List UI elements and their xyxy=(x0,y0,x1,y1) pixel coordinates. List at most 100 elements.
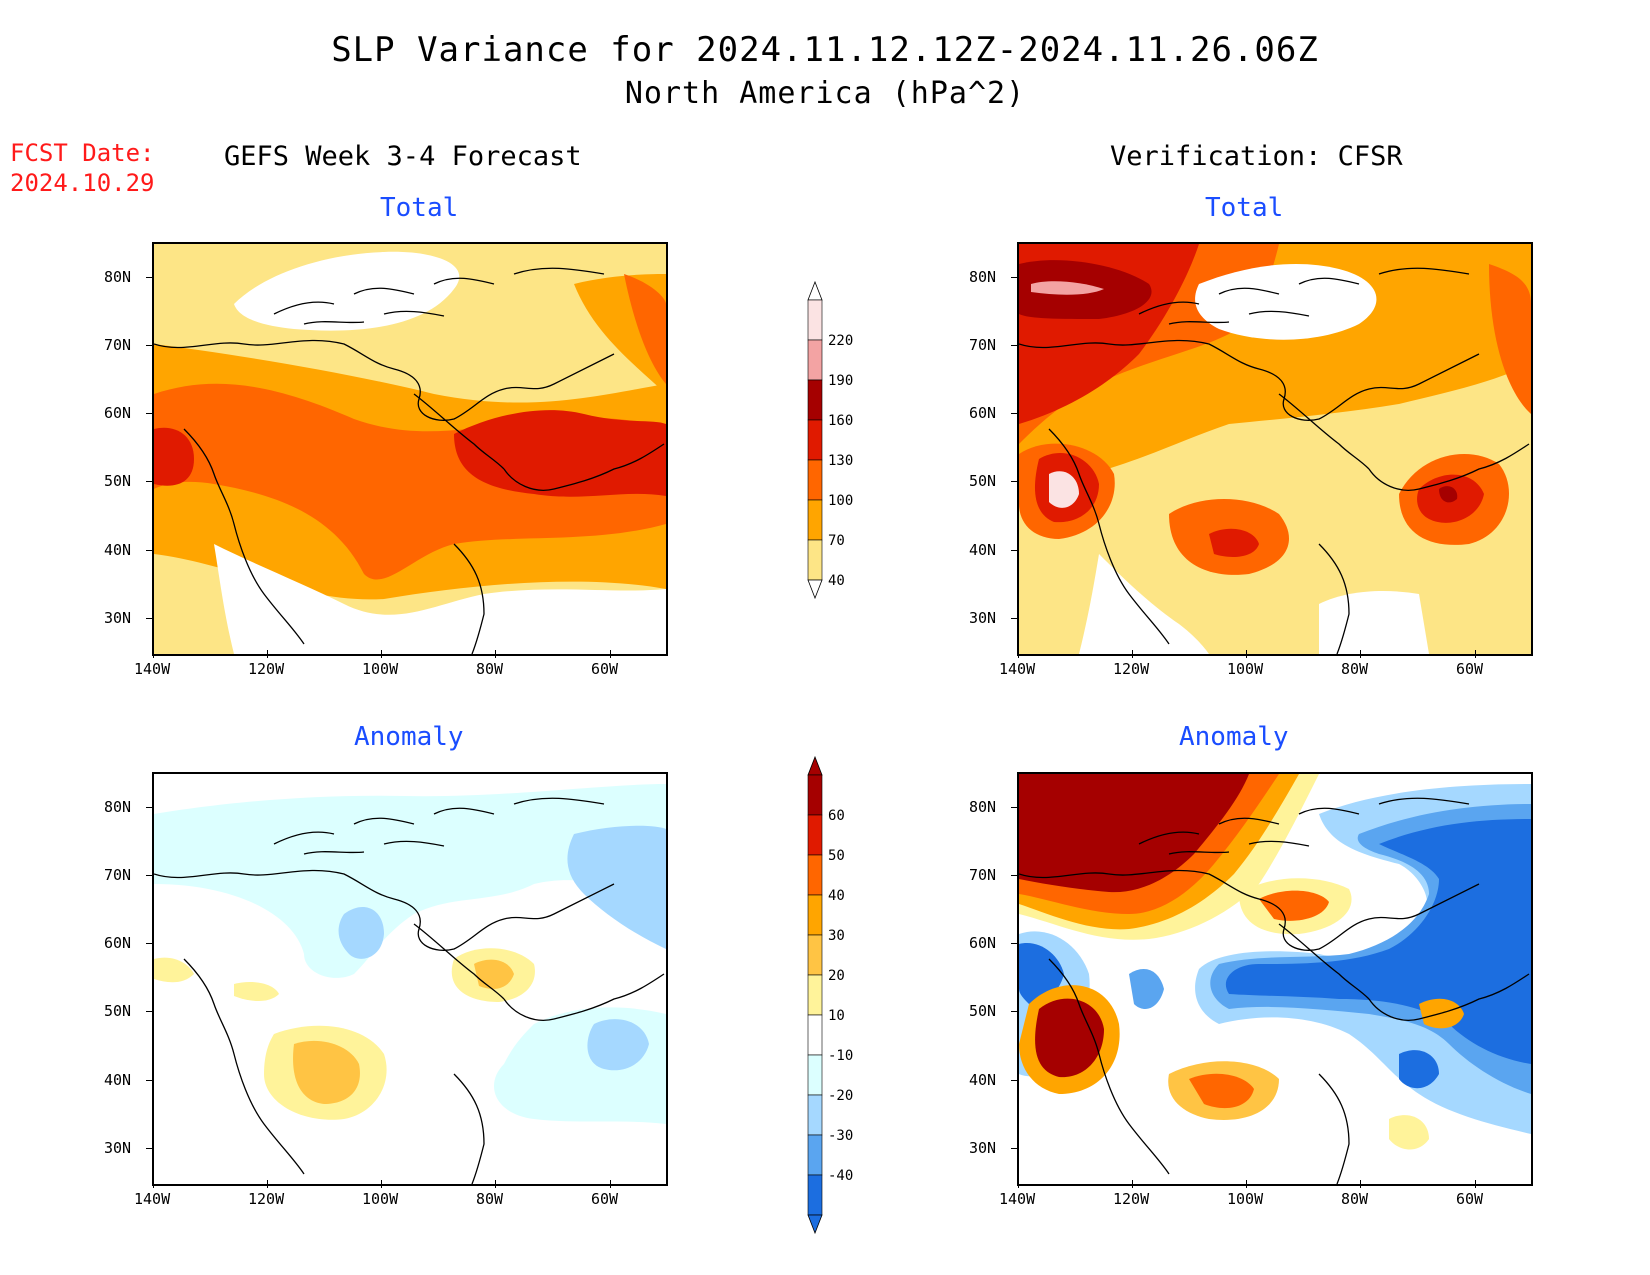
lon-tick-mark xyxy=(610,650,611,658)
lat-tick-mark xyxy=(146,345,154,346)
lat-tick-label: 40N xyxy=(104,541,132,559)
lon-tick-mark xyxy=(381,1180,382,1188)
panel-title-forecast-anomaly: Anomaly xyxy=(354,722,464,752)
colorbar-level-label: -10 xyxy=(828,1048,853,1064)
lon-tick-label: 60W xyxy=(1456,1190,1484,1208)
colorbar-swatch xyxy=(807,379,823,421)
lat-tick-label: 80N xyxy=(969,268,997,286)
lat-tick-mark xyxy=(1011,875,1019,876)
lat-tick-label: 40N xyxy=(969,1071,997,1089)
lon-tick-mark xyxy=(495,650,496,658)
colorbar-level-label: 220 xyxy=(828,333,853,349)
lon-tick-label: 80W xyxy=(1341,1190,1369,1208)
colorbar-level-label: 100 xyxy=(828,493,853,509)
verification-column-header: Verification: CFSR xyxy=(1110,141,1403,172)
lon-tick-label: 140W xyxy=(999,660,1036,678)
lat-tick-label: 60N xyxy=(104,404,132,422)
lat-tick-mark xyxy=(1011,277,1019,278)
lat-tick-label: 30N xyxy=(104,609,132,627)
forecast-date: FCST Date: 2024.10.29 xyxy=(10,138,155,198)
lon-tick-label: 120W xyxy=(248,1190,285,1208)
colorbar-swatch xyxy=(807,814,823,856)
colorbar-swatch xyxy=(807,539,823,581)
lat-tick-label: 70N xyxy=(969,866,997,884)
colorbar-swatch xyxy=(807,1014,823,1056)
colorbar-svg: 60 50 40 30 20 10 -10 -20 -30 -40 xyxy=(807,755,853,1235)
lon-tick-mark xyxy=(267,650,268,658)
panel-title-verification-anomaly: Anomaly xyxy=(1179,722,1289,752)
colorbar-swatch xyxy=(807,459,823,501)
map-forecast-anomaly xyxy=(152,772,668,1186)
colorbar-level-label: -40 xyxy=(828,1168,853,1184)
lon-tick-label: 140W xyxy=(999,1190,1036,1208)
colorbar-level-label: -20 xyxy=(828,1088,853,1104)
lon-tick-label: 120W xyxy=(1113,1190,1150,1208)
lat-tick-mark xyxy=(146,550,154,551)
colorbar-level-label: 70 xyxy=(828,533,845,549)
lat-tick-label: 50N xyxy=(104,472,132,490)
colorbar-swatch xyxy=(807,854,823,896)
map-verification-total xyxy=(1017,242,1533,656)
lon-tick-mark xyxy=(1246,650,1247,658)
colorbar-level-label: 190 xyxy=(828,373,853,389)
forecast-column-header: GEFS Week 3-4 Forecast xyxy=(224,141,582,172)
lat-tick-mark xyxy=(146,1148,154,1149)
colorbar-bottom-arrow xyxy=(807,1214,823,1235)
colorbar-level-label: 20 xyxy=(828,968,845,984)
lon-tick-mark xyxy=(1018,1180,1019,1188)
forecast-date-label: FCST Date: xyxy=(10,139,155,167)
lat-tick-mark xyxy=(1011,481,1019,482)
lon-tick-label: 60W xyxy=(591,1190,619,1208)
colorbar-swatch xyxy=(807,1054,823,1096)
lat-tick-label: 40N xyxy=(969,541,997,559)
lat-tick-mark xyxy=(146,277,154,278)
colorbar-level-label: 40 xyxy=(828,888,845,904)
lat-tick-mark xyxy=(1011,1080,1019,1081)
lat-tick-label: 70N xyxy=(104,866,132,884)
lon-tick-label: 140W xyxy=(134,660,171,678)
colorbar-swatch xyxy=(807,774,823,816)
lon-tick-mark xyxy=(610,1180,611,1188)
colorbar-swatch xyxy=(807,1094,823,1136)
lon-tick-mark xyxy=(1018,650,1019,658)
lon-tick-label: 140W xyxy=(134,1190,171,1208)
lat-tick-mark xyxy=(1011,943,1019,944)
lat-tick-label: 30N xyxy=(969,1139,997,1157)
lat-tick-label: 50N xyxy=(969,1002,997,1020)
lat-tick-mark xyxy=(146,807,154,808)
colorbar-swatch xyxy=(807,894,823,936)
panel-title-verification-total: Total xyxy=(1205,193,1284,223)
lat-tick-label: 40N xyxy=(104,1071,132,1089)
lat-tick-label: 30N xyxy=(969,609,997,627)
forecast-date-value: 2024.10.29 xyxy=(10,169,155,197)
lat-tick-mark xyxy=(1011,550,1019,551)
lat-tick-mark xyxy=(146,1011,154,1012)
lat-tick-label: 70N xyxy=(969,336,997,354)
lat-tick-label: 60N xyxy=(969,404,997,422)
lat-tick-mark xyxy=(146,618,154,619)
lat-tick-mark xyxy=(146,1080,154,1081)
lat-tick-mark xyxy=(146,875,154,876)
colorbar-swatch xyxy=(807,419,823,461)
map-forecast-total xyxy=(152,242,668,656)
colorbar-level-label: 50 xyxy=(828,848,845,864)
colorbar-swatch xyxy=(807,339,823,381)
lon-tick-label: 100W xyxy=(1227,1190,1264,1208)
lon-tick-mark xyxy=(1475,1180,1476,1188)
lat-tick-mark xyxy=(146,413,154,414)
lon-tick-mark xyxy=(1360,650,1361,658)
lon-tick-mark xyxy=(1246,1180,1247,1188)
lat-tick-label: 50N xyxy=(969,472,997,490)
colorbar-swatch xyxy=(807,974,823,1016)
lat-tick-mark xyxy=(146,481,154,482)
lon-tick-label: 60W xyxy=(591,660,619,678)
lon-tick-label: 100W xyxy=(362,1190,399,1208)
lon-tick-mark xyxy=(381,650,382,658)
colorbar-swatch xyxy=(807,1134,823,1176)
colorbar-swatch xyxy=(807,299,823,341)
lon-tick-label: 120W xyxy=(248,660,285,678)
lat-tick-mark xyxy=(1011,413,1019,414)
lat-tick-mark xyxy=(146,943,154,944)
lat-tick-label: 80N xyxy=(969,798,997,816)
lat-tick-mark xyxy=(1011,618,1019,619)
